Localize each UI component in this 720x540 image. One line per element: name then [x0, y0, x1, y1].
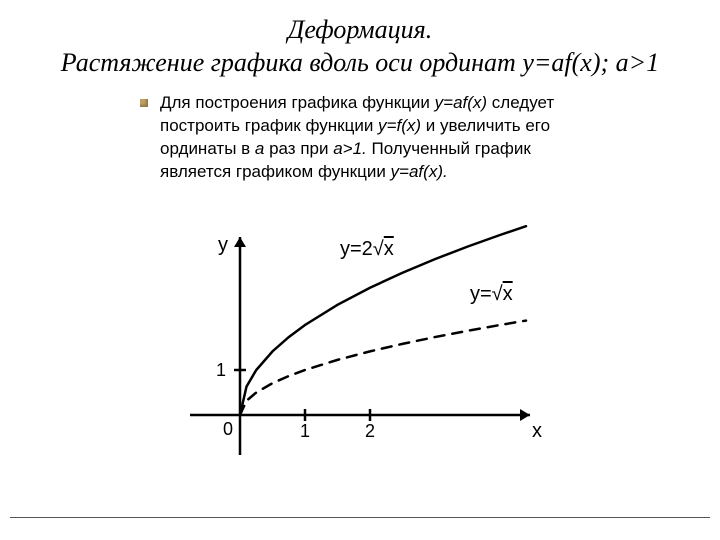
- divider: [10, 517, 710, 518]
- p-e1: y=af(x): [435, 93, 487, 112]
- bullet-icon: [140, 99, 148, 107]
- svg-text:1: 1: [300, 421, 310, 441]
- p-e4: a>1.: [333, 139, 367, 158]
- svg-text:2: 2: [365, 421, 375, 441]
- title-line-1: Деформация.: [0, 14, 720, 47]
- svg-text:y=√x: y=√x: [470, 283, 513, 305]
- svg-text:1: 1: [216, 360, 226, 380]
- svg-text:0: 0: [223, 419, 233, 439]
- chart-svg: 1 2 1 0 x y y=2√x y=√x: [170, 225, 550, 475]
- slide-title: Деформация. Растяжение графика вдоль оси…: [0, 0, 720, 79]
- p-e5: y=af(x).: [391, 162, 448, 181]
- p-e2: y=f(x): [378, 116, 421, 135]
- chart: 1 2 1 0 x y y=2√x y=√x: [170, 225, 550, 475]
- p-t4: раз при: [264, 139, 333, 158]
- description-paragraph: Для построения графика функции y=af(x) с…: [160, 92, 560, 184]
- svg-text:y=2√x: y=2√x: [340, 238, 394, 260]
- svg-text:y: y: [218, 234, 228, 256]
- svg-text:x: x: [532, 420, 542, 442]
- slide: Деформация. Растяжение графика вдоль оси…: [0, 0, 720, 540]
- p-e3: a: [255, 139, 264, 158]
- p-t1: Для построения графика функции: [160, 93, 435, 112]
- title-line-2: Растяжение графика вдоль оси ординат y=a…: [0, 47, 720, 80]
